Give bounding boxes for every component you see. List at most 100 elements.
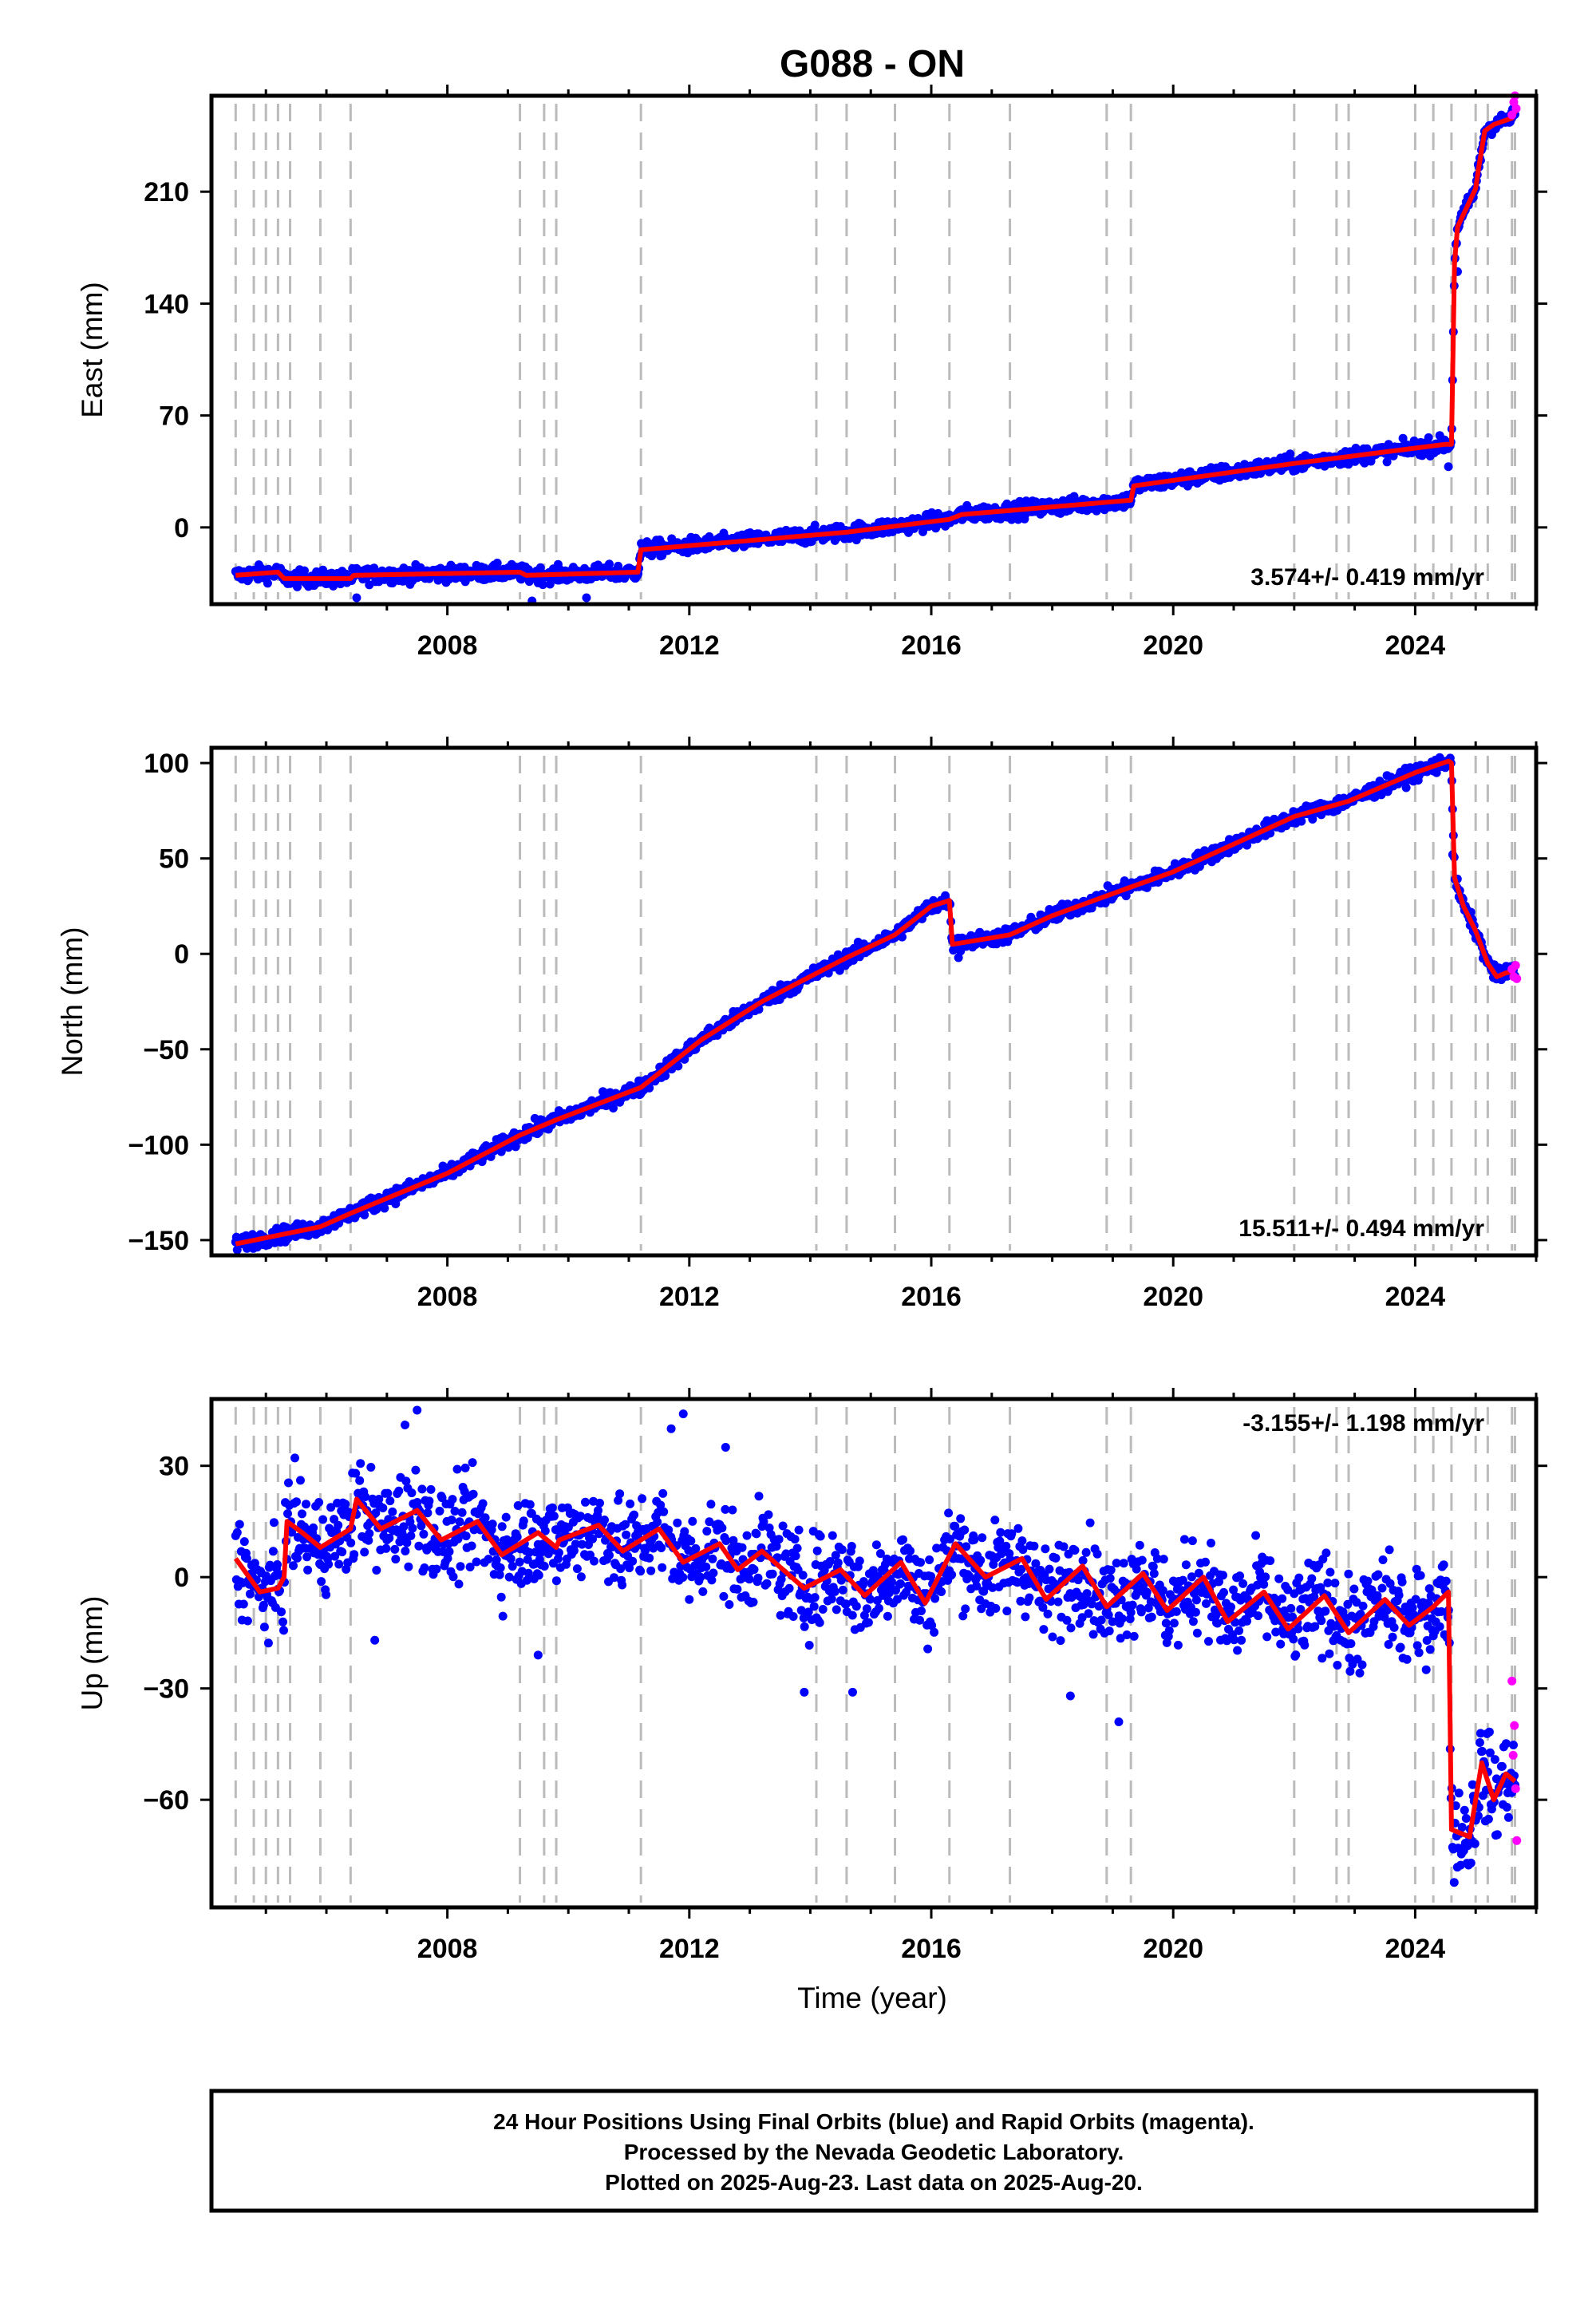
data-point [1385,1545,1394,1555]
data-point [506,1554,516,1563]
data-point [456,1562,465,1571]
data-point [1424,1599,1433,1607]
data-point [762,1579,772,1588]
data-point [243,1616,252,1626]
data-point [847,1542,856,1551]
data-point [930,1594,940,1603]
data-point [1251,1531,1261,1540]
model-line [235,758,1516,1247]
data-point [385,1496,395,1506]
data-point [269,1518,279,1528]
data-point [1158,1586,1167,1595]
data-point [498,1611,508,1621]
data-point [1126,1607,1136,1617]
data-point [1345,1666,1355,1676]
data-point [609,1104,618,1113]
data-point [794,1525,804,1535]
data-point [581,1497,590,1507]
data-point [293,1553,302,1563]
data-point [1424,433,1433,442]
data-point [407,1488,417,1498]
data-point [871,1540,881,1550]
data-point [1021,1612,1030,1622]
plot-frame [209,93,1539,607]
data-point [1117,1614,1127,1623]
data-point [788,1612,798,1621]
data-point [438,1547,448,1556]
data-point [239,1537,249,1547]
data-point [625,1563,634,1573]
data-point [417,1484,427,1494]
x-tick-label: 2024 [1385,1282,1446,1312]
data-point [1135,1540,1144,1550]
data-point [519,1516,528,1526]
data-point [1449,1878,1459,1887]
data-point [575,1512,585,1521]
x-tick-label: 2012 [659,630,720,661]
data-point [926,1571,936,1581]
data-point [614,1496,623,1505]
data-point [1416,1571,1425,1580]
data-point [468,1489,478,1499]
rapid-point [1511,961,1520,970]
data-point [995,1536,1005,1546]
data-point [1461,1814,1471,1823]
data-point [859,1611,869,1620]
data-point [401,1476,411,1486]
data-point [590,1556,598,1566]
data-point [862,1604,871,1614]
data-point [1254,1611,1263,1621]
data-point [356,1459,365,1468]
data-point [1344,1569,1353,1579]
data-point [752,1529,761,1539]
data-point [1207,1539,1215,1547]
data-point [1242,1616,1252,1626]
data-point [1402,1654,1412,1664]
data-point [1016,1596,1025,1606]
data-point [1120,876,1129,886]
north-panel: 2008 2012 2016 2020 2024−150−100−50050100Nor… [56,737,1547,1312]
data-point [1085,1518,1095,1528]
data-point [1164,1626,1174,1635]
data-point [1148,1562,1158,1571]
data-point [1296,1605,1306,1614]
data-point [242,1554,251,1563]
data-point [875,1549,885,1559]
data-point [810,520,820,530]
data-point [1346,1639,1356,1648]
data-point [1259,1579,1269,1589]
data-point [1192,1628,1202,1638]
data-point [759,1517,768,1526]
data-point [831,1551,840,1560]
data-point [1018,1545,1028,1555]
data-point [1181,1560,1191,1570]
data-point [776,1575,786,1584]
data-point [468,1458,477,1468]
outlier-point [954,953,963,962]
data-point [1152,1554,1162,1563]
data-point [330,1551,340,1561]
data-point [388,1507,397,1516]
data-point [1468,1780,1477,1789]
data-point [1321,1607,1330,1616]
data-point [263,1638,273,1648]
x-tick-label: 2020 [1143,1282,1203,1312]
data-point [523,1568,533,1578]
data-point [684,1546,693,1555]
data-point [1325,1567,1335,1577]
data-point [764,1510,773,1520]
data-point [1235,1626,1244,1635]
y-tick-label: 70 [159,401,189,432]
data-point [497,1522,507,1531]
data-point [1137,1555,1147,1565]
data-point [893,1595,902,1604]
data-point [701,1562,711,1571]
data-point [1270,1616,1280,1626]
data-point [605,559,614,569]
data-point [626,1499,635,1508]
data-point [259,1600,268,1610]
data-point [685,1595,694,1604]
data-point [1147,1612,1156,1622]
data-point [605,1551,614,1560]
data-point [460,1463,470,1472]
